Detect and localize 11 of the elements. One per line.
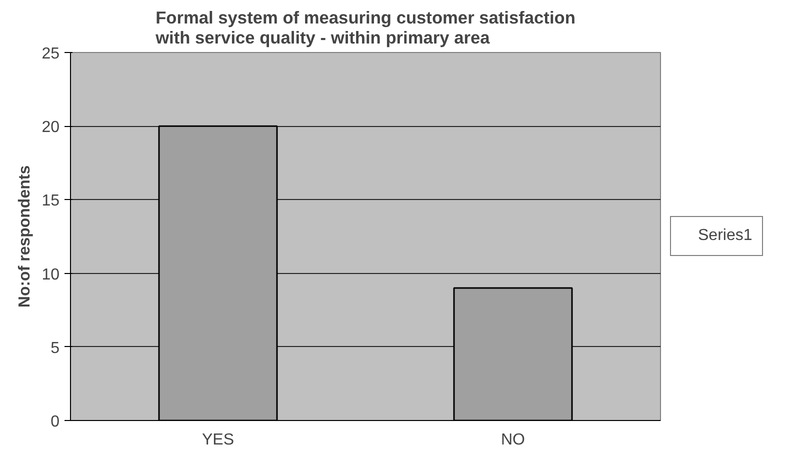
chart-title: Formal system of measuring customer satisfaction with service quality - within primary area (154, 8, 576, 48)
y-tick-label: 25 (42, 46, 60, 62)
y-tick-label: 0 (50, 414, 60, 430)
y-tick-label: 10 (42, 266, 60, 284)
text: Series1 (698, 227, 752, 245)
x-tick-label: YES (202, 432, 234, 448)
y-axis-title: No:of respondents (16, 165, 34, 308)
y-tick-label: 20 (42, 119, 60, 136)
x-tick-label: NO (501, 432, 525, 448)
y-tick-label: 15 (42, 192, 60, 210)
y-tick-label: 5 (50, 340, 60, 357)
